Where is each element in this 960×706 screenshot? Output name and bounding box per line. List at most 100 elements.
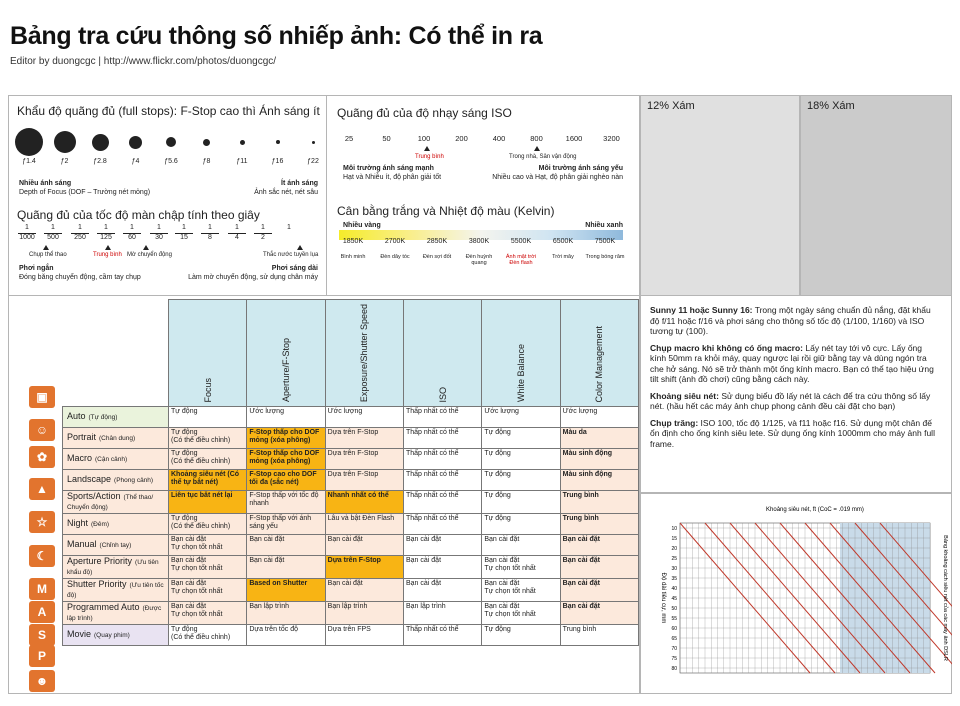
table-cell: Trung bình bbox=[559, 624, 640, 647]
aperture-circle bbox=[166, 137, 176, 147]
column-header-label: Exposure/Shutter Speed bbox=[359, 304, 370, 403]
table-cell: Ước lượng bbox=[246, 406, 326, 429]
aperture-circle bbox=[239, 139, 245, 145]
column-header: Color Management bbox=[559, 298, 640, 408]
mode-name: Sports/Action bbox=[67, 491, 121, 502]
mode-sub: (Phong cảnh) bbox=[114, 477, 154, 485]
table-cell: F-Stop thấp cho DOF mỏng (xóa phông) bbox=[246, 448, 326, 471]
table-row: Shutter Priority (Ưu tiên tốc độ) Bạn cài … bbox=[62, 578, 640, 603]
sports-runner-icon: ☆ bbox=[29, 511, 55, 533]
mode-sub: (Chân dung) bbox=[99, 435, 136, 443]
iso-value: 1600 bbox=[565, 134, 583, 143]
mode-sub: (Chỉnh tay) bbox=[99, 542, 132, 550]
shutter-numerator: 1 bbox=[287, 224, 291, 231]
table-cell: Thấp nhất có thể bbox=[402, 624, 483, 647]
iso-marker-triangle bbox=[534, 146, 540, 151]
shutter-note-average: Trung bình bbox=[93, 252, 122, 258]
table-header-row: Focus Aperture/F-Stop Exposure/Shutter Spe… bbox=[62, 298, 640, 408]
tip-paragraph: Chụp trăng: ISO 100, tốc độ 1/125, và f1… bbox=[650, 418, 940, 450]
wb-kelvins: 1850K Bình minh 2700K Đèn dây tóc 2850K Đèn s… bbox=[327, 96, 641, 296]
table-cell: Ước lượng bbox=[324, 406, 404, 429]
shutter-denominator: 250 bbox=[74, 234, 86, 241]
column-header: White Balance bbox=[481, 298, 561, 408]
mode-sub: (Ưu tiên tốc độ) bbox=[67, 582, 164, 600]
shutter-numerator: 1 bbox=[261, 224, 265, 231]
shutter-denominator: 500 bbox=[47, 234, 59, 241]
shutter-denominator: 125 bbox=[100, 234, 112, 241]
shutter-fraction-bar bbox=[201, 233, 219, 234]
column-header: Aperture/F-Stop bbox=[246, 298, 326, 408]
table-cell: Tự động bbox=[481, 624, 561, 647]
table-cell: Liên tục bắt nét lại bbox=[167, 490, 248, 515]
aperture-circle bbox=[311, 140, 315, 144]
wb-kelvin: 2700K bbox=[384, 238, 406, 245]
table-row: Movie (Quay phim) Tự động (Có thể điều chỉ… bbox=[62, 624, 640, 647]
chart-aperture-line bbox=[779, 522, 911, 674]
aperture-circle bbox=[53, 131, 76, 153]
table-cell: Tự động (Có thể điều chỉnh) bbox=[167, 448, 248, 471]
aperture-stop-label: ƒ11 bbox=[236, 158, 248, 165]
table-cell: Màu sinh động bbox=[559, 448, 640, 471]
wb-light-source: Bình minh bbox=[340, 254, 366, 260]
shutter-note-waterfall: Thắc nước tuyền lụa bbox=[263, 252, 319, 258]
tips-list: Sunny 11 hoặc Sunny 16: Trong một ngày s… bbox=[650, 305, 940, 455]
shutter-numerator: 1 bbox=[25, 224, 29, 231]
mode-name: Movie bbox=[67, 629, 92, 640]
shutter-fraction-bar bbox=[228, 233, 246, 234]
shutter-marker-triangle bbox=[297, 245, 303, 250]
chart-aperture-line bbox=[704, 522, 836, 674]
aperture-heading: Khẩu độ quãng đủ (full stops): F-Stop ca… bbox=[17, 104, 320, 118]
table-cell: Thấp nhất có thể bbox=[402, 490, 483, 515]
iso-value: 400 bbox=[492, 134, 506, 143]
wb-kelvin: 5500K bbox=[510, 238, 532, 245]
camera-icon: ▣ bbox=[29, 386, 55, 408]
shutter-denominator: 4 bbox=[235, 234, 239, 241]
wb-kelvin: 7500K bbox=[594, 238, 616, 245]
column-header-label: White Balance bbox=[515, 344, 526, 403]
column-header: Exposure/Shutter Speed bbox=[324, 298, 404, 408]
column-header: Focus bbox=[167, 298, 248, 408]
shutter-left-title: Phơi ngắn bbox=[19, 265, 54, 272]
movie-icon: ☻ bbox=[29, 670, 55, 692]
chart-aperture-line bbox=[829, 522, 952, 665]
mode-sub: (Đêm) bbox=[91, 521, 110, 529]
shutter-left-sub: Đóng băng chuyển động, cầm tay chụp bbox=[19, 274, 141, 281]
iso-value: 25 bbox=[344, 134, 354, 143]
table-cell: Tự động bbox=[481, 448, 561, 471]
shutter-denominator: 30 bbox=[155, 234, 163, 241]
aperture-stop-label: ƒ4 bbox=[131, 158, 140, 165]
chart-tick-label: 10 bbox=[671, 526, 677, 532]
wb-gradient-bar bbox=[339, 230, 623, 240]
table-cell: Trung bình bbox=[559, 513, 640, 536]
table-cell: Bạn cài đặt Tự chọn tốt nhất bbox=[481, 555, 561, 580]
shutter-denominator: 8 bbox=[208, 234, 212, 241]
shutter-denominator: 15 bbox=[180, 234, 188, 241]
mode-sub: (Quay phim) bbox=[94, 632, 130, 640]
portrait-icon: ☺ bbox=[29, 419, 55, 441]
mode-sub: (Được lập trình) bbox=[67, 605, 162, 623]
shutter-fraction-bar bbox=[254, 233, 272, 234]
chart-y-label: Độ dài tiêu cự, mm bbox=[660, 573, 666, 624]
shutter-numerator: 1 bbox=[130, 224, 134, 231]
table-row: Macro (Cận cảnh) Tự động (Có thể điều chỉn… bbox=[62, 448, 640, 471]
mode-sub: (Cận cảnh) bbox=[95, 456, 128, 464]
tip-paragraph: Chụp macro khi không có ống macro: Lấy n… bbox=[650, 343, 940, 385]
iso-value: 3200 bbox=[603, 134, 620, 143]
page-title: Bảng tra cứu thông số nhiếp ảnh: Có thể … bbox=[10, 22, 543, 50]
aperture-right-title: Ít ánh sáng bbox=[281, 180, 318, 187]
tip-title: Khoảng siêu nét: bbox=[650, 390, 719, 401]
table-cell: Dựa trên F-Stop bbox=[324, 427, 404, 450]
table-cell: Bạn cài đặt bbox=[481, 534, 561, 557]
tip-text: ISO 100, tốc độ 1/125, và f11 hoặc f16. … bbox=[650, 417, 935, 449]
gray18-swatch: 18% Xám bbox=[800, 95, 952, 295]
table-cell: Khoảng siêu nét (Có thể tự bắt nét) bbox=[167, 469, 248, 492]
iso-right-title: Môi trường ánh sáng yếu bbox=[538, 165, 623, 172]
gray12-swatch: 12% Xám bbox=[640, 95, 800, 295]
row-mode-name: Night (Đêm) bbox=[62, 513, 169, 536]
table-cell: F-Stop thấp với tốc độ nhanh bbox=[246, 490, 326, 515]
table-cell: Bạn cài đặt Tự chọn tốt nhất bbox=[167, 601, 248, 626]
wb-light-source: Ánh mặt trời Đèn flash bbox=[505, 254, 537, 266]
tip-title: Chụp trăng: bbox=[650, 417, 699, 428]
tip-text: Lấy nét tay tới vô cực. Lấy ống kính 50m… bbox=[650, 342, 934, 385]
column-header-label: Aperture/F-Stop bbox=[280, 338, 291, 403]
